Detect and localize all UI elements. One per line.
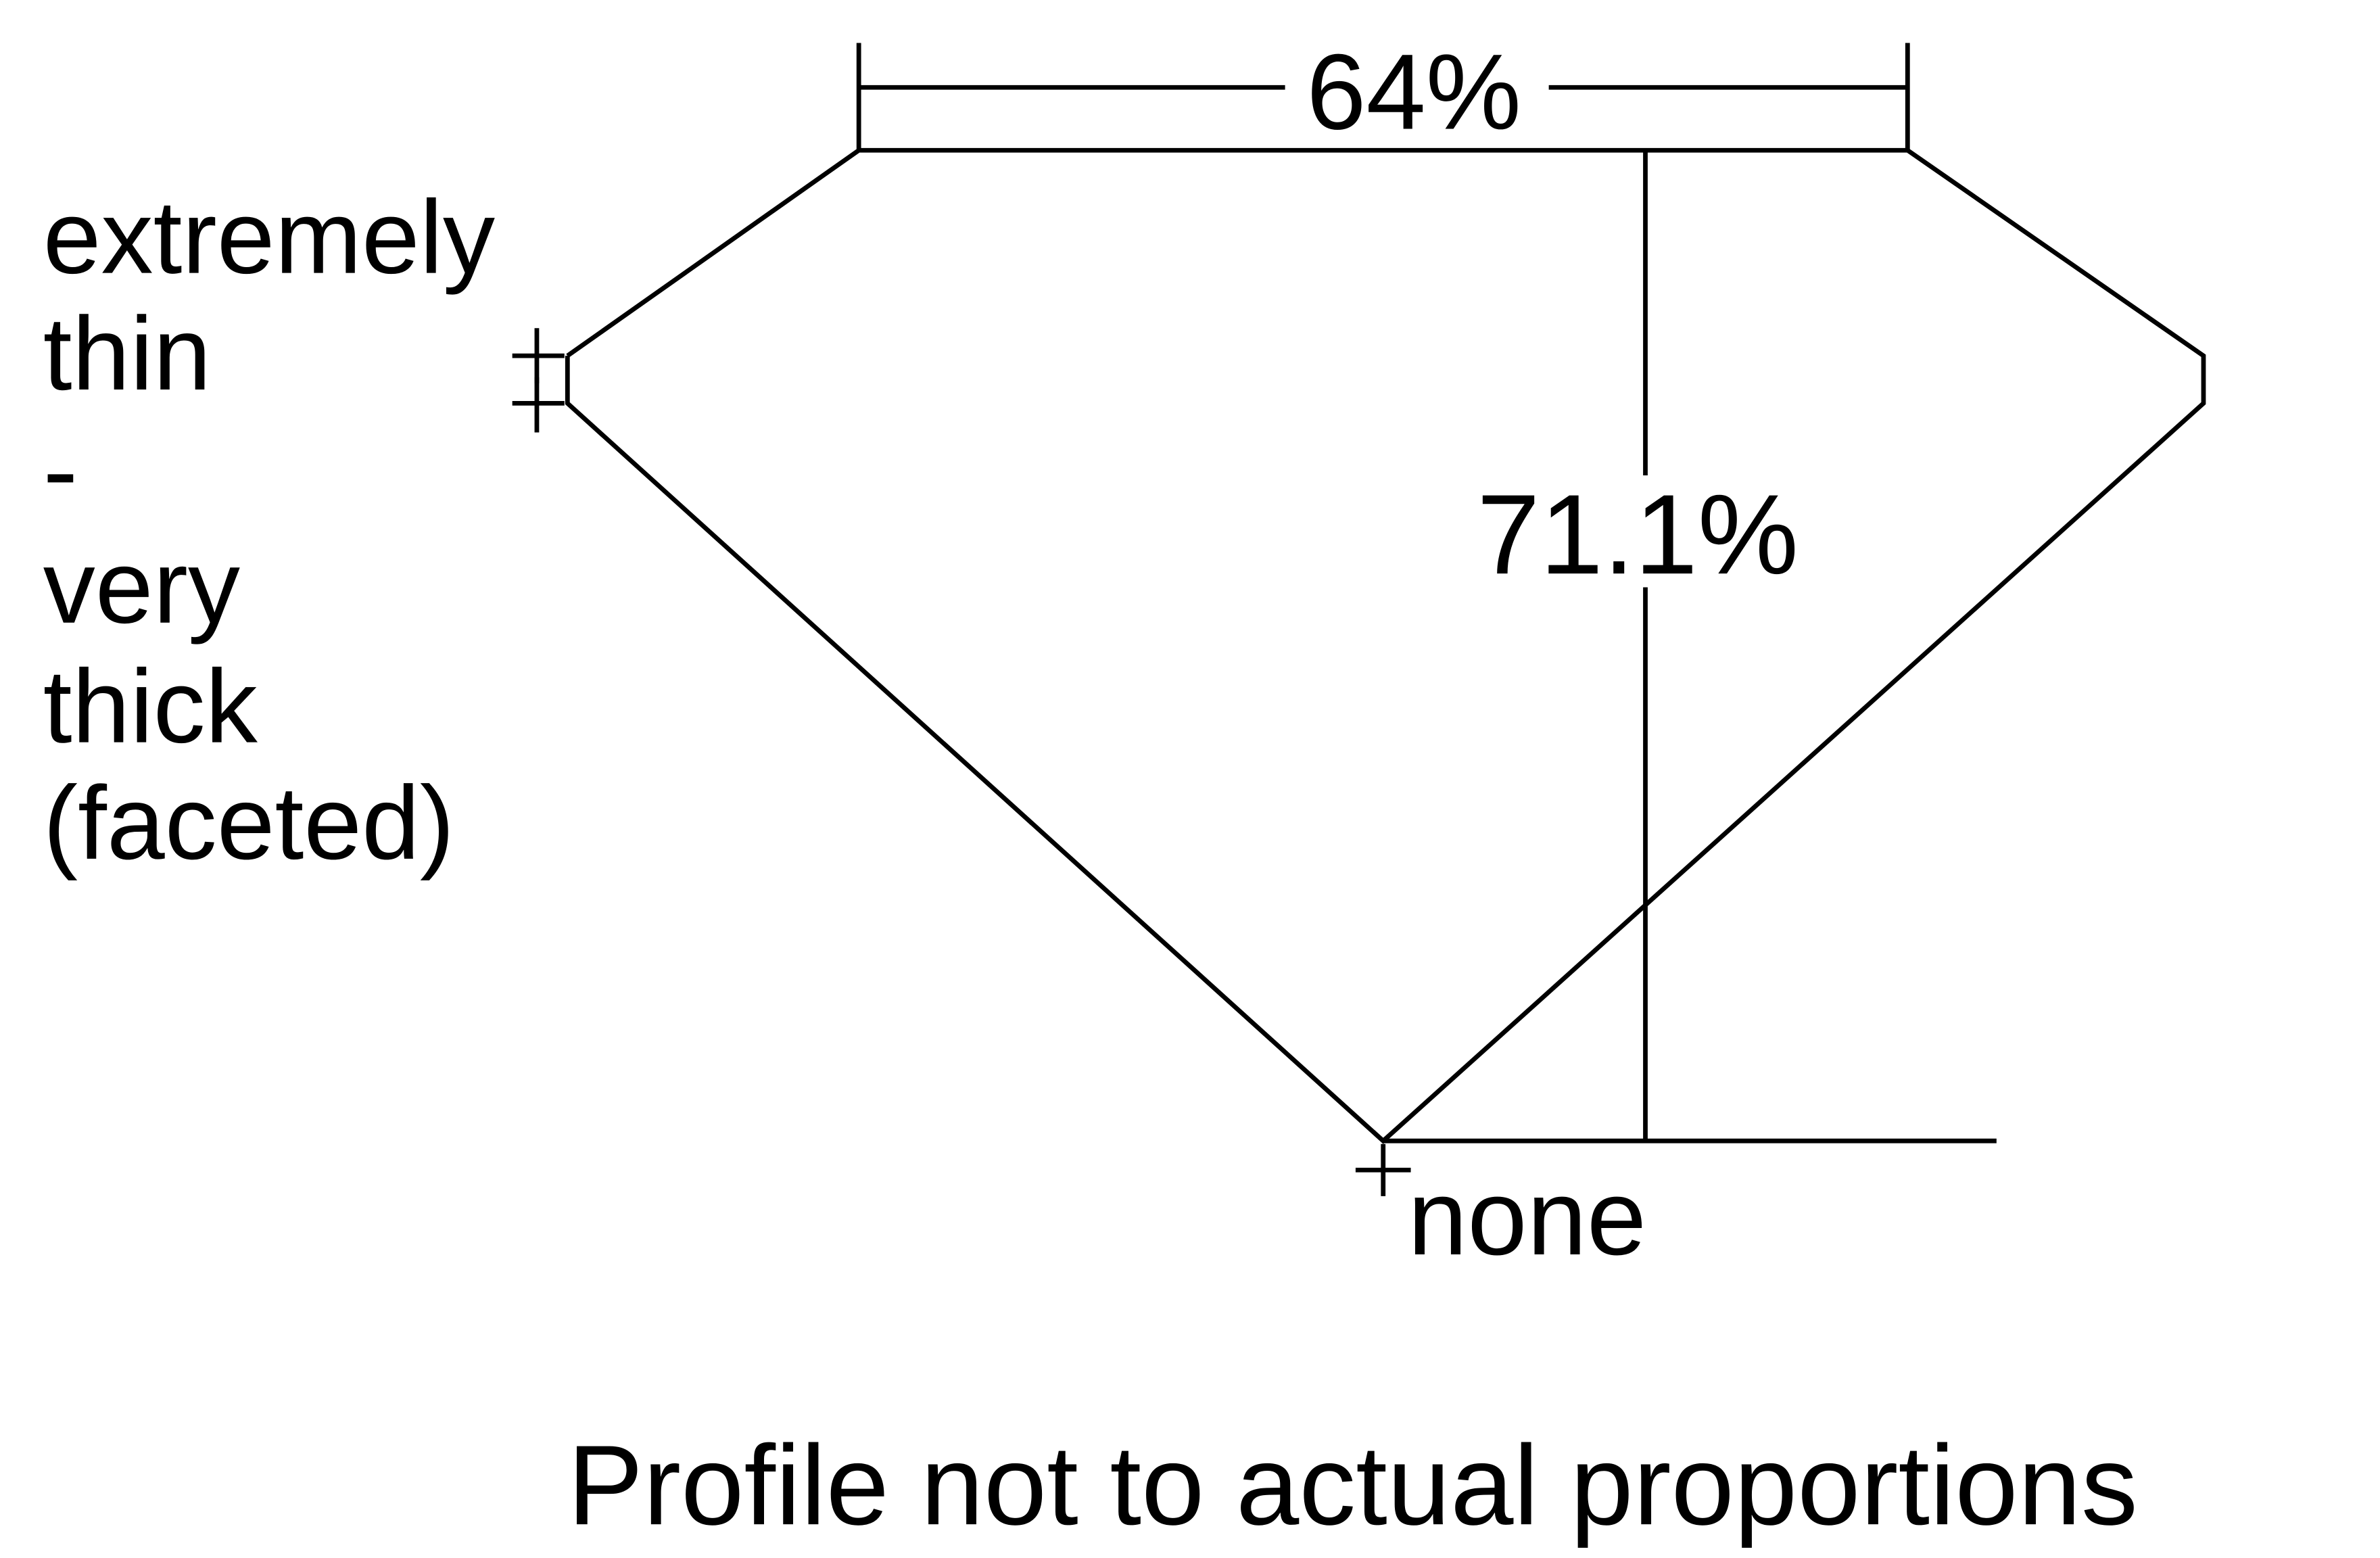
girdle-label-line: (faceted) (43, 764, 454, 881)
culet-marker (1355, 1143, 1411, 1196)
diamond-outline (565, 147, 2206, 1144)
table-percent-label: 64% (1306, 31, 1521, 151)
culet-label: none (1408, 1157, 1646, 1277)
girdle-label-line: extremely (43, 179, 495, 296)
footnote: Profile not to actual proportions (567, 1421, 2138, 1549)
girdle-bottom-marker (512, 377, 565, 433)
girdle-label-line: thin (43, 295, 212, 412)
girdle-label-line: very (43, 528, 240, 645)
girdle-label-line: - (43, 411, 78, 528)
depth-percent-label: 71.1% (1477, 471, 1799, 598)
girdle-label: extremely thin - very thick (faceted) (43, 179, 495, 881)
girdle-top-marker (512, 328, 565, 383)
girdle-label-line: thick (43, 648, 258, 765)
